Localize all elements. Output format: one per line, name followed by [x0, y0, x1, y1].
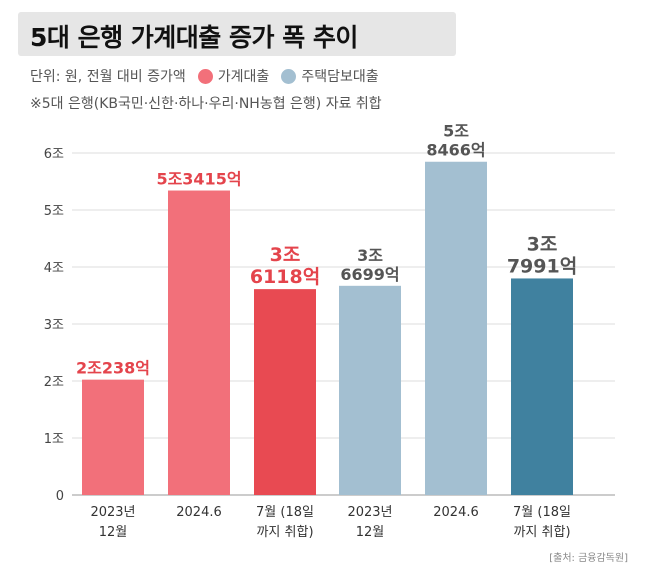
data-label: 6699억	[340, 265, 399, 284]
data-label: 3조	[527, 233, 558, 255]
x-tick-label: 12월	[99, 525, 128, 540]
source-credit: [출처: 금융감독원]	[549, 553, 628, 564]
y-tick-label: 0	[56, 489, 64, 504]
legend-swatch-mortgage	[281, 68, 297, 84]
data-label: 5조	[443, 122, 469, 141]
y-tick-label: 4조	[44, 261, 64, 276]
y-tick-label: 3조	[44, 318, 64, 333]
title-banner: 5대 은행 가계대출 증가 폭 추이	[18, 12, 456, 56]
bar	[511, 278, 573, 495]
bar	[339, 285, 401, 495]
x-tick-label: 2024.6	[176, 505, 222, 520]
y-tick-label: 1조	[44, 432, 64, 447]
unit-text: 단위: 원, 전월 대비 증가액	[30, 69, 186, 85]
data-label: 3조	[270, 244, 301, 266]
x-tick-label: 7월 (18일	[513, 505, 571, 520]
data-label: 5조3415억	[156, 170, 241, 189]
y-tick-label: 6조	[44, 147, 64, 162]
x-tick-label: 까지 취합)	[256, 525, 313, 540]
x-tick-label: 2023년	[90, 505, 135, 520]
bar	[82, 379, 144, 495]
legend-swatch-household	[197, 68, 213, 84]
legend-label-household: 가계대출	[217, 69, 270, 85]
legend: 단위: 원, 전월 대비 증가액 가계대출 주택담보대출	[30, 66, 379, 86]
data-label: 6118억	[250, 266, 320, 288]
data-label: 8466억	[426, 141, 485, 160]
chart-title: 5대 은행 가계대출 증가 폭 추이	[30, 23, 358, 52]
y-tick-label: 2조	[44, 375, 64, 390]
x-tick-label: 까지 취합)	[513, 525, 570, 540]
x-tick-label: 12월	[356, 525, 385, 540]
data-label: 3조	[357, 246, 383, 265]
bar	[425, 161, 487, 495]
data-note: ※5대 은행(KB국민·신한·하나·우리·NH농협 은행) 자료 취합	[30, 96, 382, 112]
x-tick-label: 2023년	[347, 505, 392, 520]
data-label: 7991억	[507, 255, 577, 277]
y-tick-label: 5조	[44, 204, 64, 219]
x-tick-label: 2024.6	[433, 505, 479, 520]
bar	[254, 289, 316, 495]
x-tick-label: 7월 (18일	[256, 505, 314, 520]
bar	[168, 190, 230, 496]
data-label: 2조238억	[76, 359, 150, 378]
legend-label-mortgage: 주택담보대출	[301, 69, 379, 85]
